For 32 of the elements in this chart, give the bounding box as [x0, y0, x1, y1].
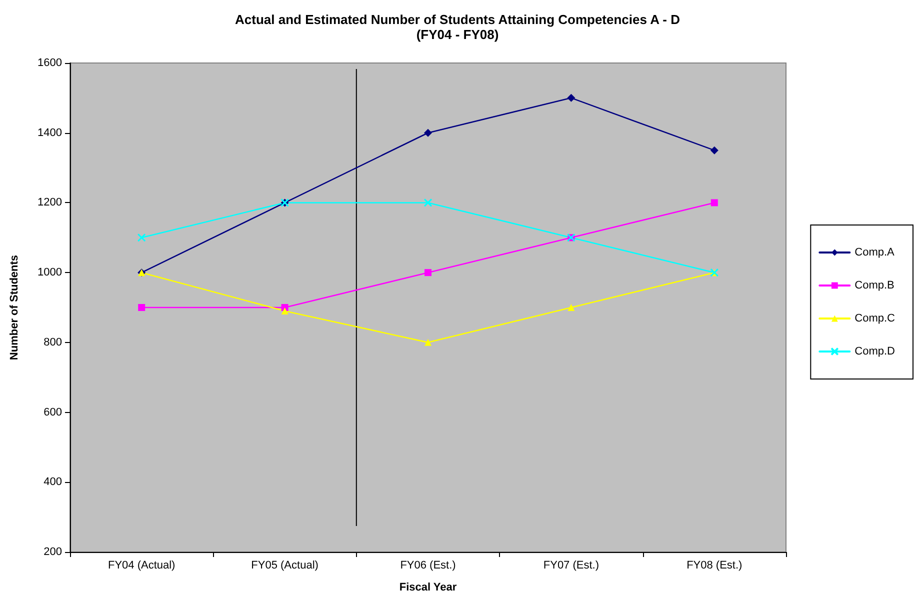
- x-tick-label: FY05 (Actual): [251, 560, 318, 572]
- x-tick-label: FY07 (Est.): [543, 560, 600, 572]
- legend-label: Comp.D: [854, 346, 896, 358]
- legend-label: Comp.C: [854, 312, 896, 324]
- y-tick-label: 1600: [38, 57, 62, 69]
- y-tick-label: 800: [44, 336, 62, 348]
- y-tick-label: 1000: [38, 266, 62, 279]
- point: [424, 128, 432, 137]
- point: [424, 338, 432, 346]
- x-axis-title: Fiscal Year: [399, 582, 458, 594]
- y-tick-label: 400: [44, 476, 62, 488]
- y-tick-label: 1200: [38, 196, 62, 209]
- x-tick-label: FY08 (Est.): [686, 560, 742, 572]
- point: [138, 304, 146, 311]
- x-tick-label: FY06 (Est.): [400, 560, 456, 572]
- y-axis-title: Number of Students: [8, 254, 20, 360]
- y-tick-label: 1400: [38, 126, 62, 139]
- legend-label: Comp.B: [854, 280, 894, 292]
- point: [424, 198, 432, 207]
- point: [710, 146, 718, 154]
- chart-title: Actual and Estimated Number of Students Attaining Competencies A - D: [235, 12, 680, 27]
- point: [568, 304, 575, 311]
- y-tick-label: 600: [44, 406, 62, 418]
- y-tick-label: 200: [44, 546, 62, 558]
- point: [137, 233, 146, 242]
- point: [424, 269, 432, 276]
- point: [281, 307, 288, 314]
- chart-subtitle: (FY04 - FY08): [416, 27, 499, 42]
- point: [710, 199, 718, 206]
- legend-label: Comp.A: [854, 246, 896, 258]
- x-tick-label: FY04 (Actual): [108, 560, 176, 572]
- point: [567, 94, 576, 102]
